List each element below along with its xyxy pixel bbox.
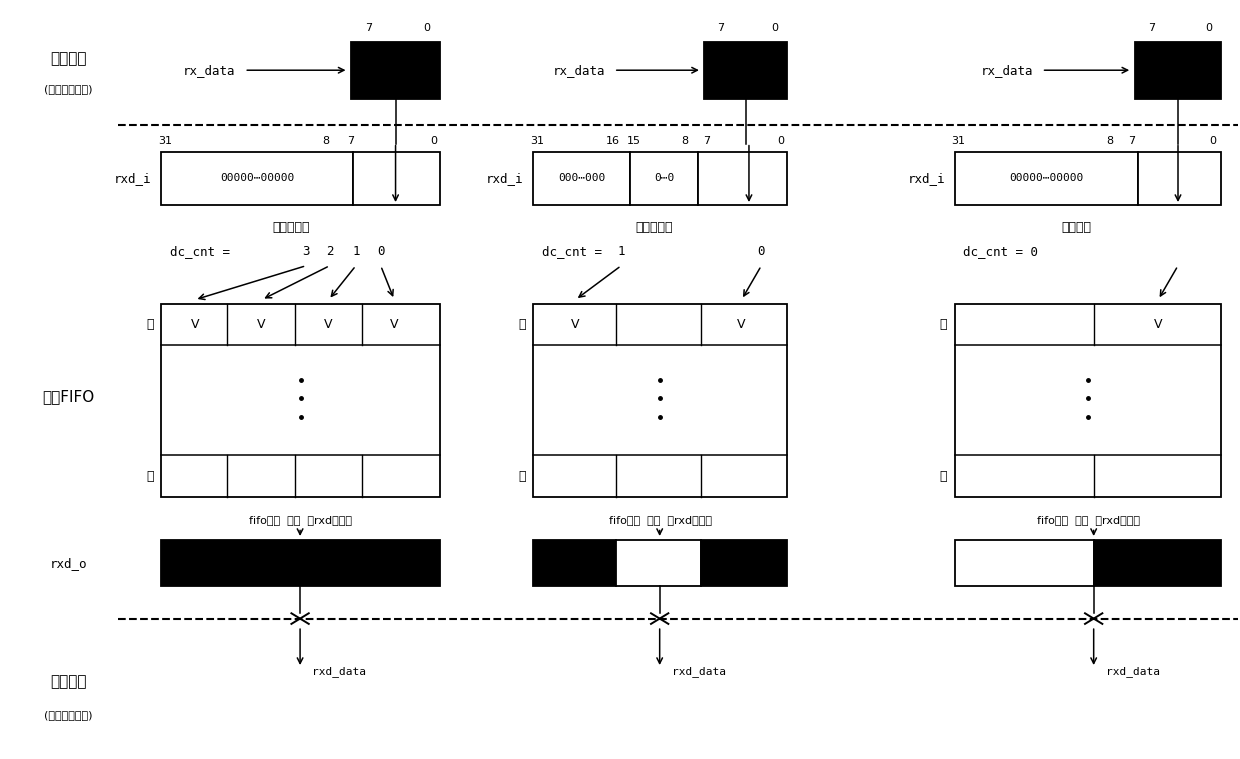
Text: rxd_data: rxd_data: [1106, 666, 1161, 677]
Bar: [1138, 152, 1221, 205]
Text: 0: 0: [771, 23, 779, 33]
Text: dc_cnt =: dc_cnt =: [170, 245, 237, 259]
Text: V: V: [258, 318, 265, 331]
Text: 31: 31: [529, 136, 544, 146]
Bar: [1135, 42, 1221, 99]
Text: 0: 0: [777, 136, 785, 146]
Bar: [698, 152, 787, 205]
Text: 8: 8: [681, 136, 688, 146]
Bar: [955, 540, 1094, 586]
Text: 主机接口: 主机接口: [50, 674, 87, 689]
Text: fifo非空  用户  读rxd寄存器: fifo非空 用户 读rxd寄存器: [609, 515, 712, 525]
Text: rxd_o: rxd_o: [50, 556, 87, 570]
Text: 2: 2: [326, 245, 334, 259]
Text: V: V: [738, 318, 745, 331]
Bar: [161, 304, 440, 497]
Text: 0: 0: [1209, 136, 1216, 146]
Text: 按字节封齐: 按字节封齐: [273, 221, 310, 235]
Text: rxd_data: rxd_data: [672, 666, 727, 677]
Text: (数据串行输入): (数据串行输入): [43, 84, 93, 94]
Bar: [701, 540, 787, 586]
Text: 31: 31: [157, 136, 172, 146]
Text: (数据并行读出): (数据并行读出): [43, 710, 93, 720]
Text: 7: 7: [703, 136, 711, 146]
Text: rxd_i: rxd_i: [486, 172, 523, 185]
Text: 0: 0: [430, 136, 438, 146]
Bar: [533, 540, 616, 586]
Text: V: V: [191, 318, 198, 331]
Text: 外设接口: 外设接口: [50, 52, 87, 66]
Text: 00000⋯00000: 00000⋯00000: [1009, 173, 1084, 184]
Bar: [1094, 540, 1221, 586]
Text: 7: 7: [1128, 136, 1136, 146]
Text: 尾: 尾: [940, 318, 947, 331]
Bar: [630, 152, 698, 205]
Text: dc_cnt =: dc_cnt =: [542, 245, 609, 259]
Text: 0: 0: [423, 23, 430, 33]
Text: 00000⋯00000: 00000⋯00000: [221, 173, 294, 184]
Text: rx_data: rx_data: [553, 64, 605, 77]
Text: 7: 7: [366, 23, 372, 33]
Text: 0: 0: [377, 245, 384, 259]
Text: 8: 8: [1106, 136, 1114, 146]
Text: dc_cnt = 0: dc_cnt = 0: [963, 245, 1038, 259]
Text: 尾: 尾: [146, 318, 154, 331]
Bar: [616, 540, 701, 586]
Text: 尾: 尾: [518, 318, 526, 331]
Text: fifo非空  用户  读rxd寄存器: fifo非空 用户 读rxd寄存器: [249, 515, 352, 525]
Text: 头: 头: [518, 470, 526, 483]
Bar: [161, 152, 353, 205]
Text: 000⋯000: 000⋯000: [558, 173, 605, 184]
Text: 7: 7: [718, 23, 724, 33]
Bar: [955, 152, 1138, 205]
Text: 7: 7: [347, 136, 355, 146]
Text: V: V: [1154, 318, 1162, 331]
Text: 15: 15: [626, 136, 641, 146]
Text: 0: 0: [758, 245, 765, 259]
Bar: [533, 152, 630, 205]
Text: 0⋯0: 0⋯0: [653, 173, 675, 184]
Text: fifo非空  用户  读rxd寄存器: fifo非空 用户 读rxd寄存器: [1037, 515, 1140, 525]
Text: 31: 31: [951, 136, 966, 146]
Text: rx_data: rx_data: [184, 64, 236, 77]
Text: rxd_i: rxd_i: [908, 172, 945, 185]
Bar: [351, 42, 440, 99]
Bar: [704, 42, 787, 99]
Bar: [533, 304, 787, 497]
Text: V: V: [391, 318, 398, 331]
Text: 8: 8: [322, 136, 330, 146]
Text: rxd_data: rxd_data: [312, 666, 367, 677]
Bar: [955, 304, 1221, 497]
Text: 头: 头: [146, 470, 154, 483]
Text: 头: 头: [940, 470, 947, 483]
Text: 0: 0: [1205, 23, 1211, 33]
Text: rx_data: rx_data: [981, 64, 1033, 77]
Text: 1: 1: [618, 245, 625, 259]
Text: 接收FIFO: 接收FIFO: [42, 389, 94, 404]
Text: 3: 3: [303, 245, 310, 259]
Text: rxd_i: rxd_i: [114, 172, 151, 185]
Text: 按字封齐: 按字封齐: [1061, 221, 1091, 235]
Text: 16: 16: [605, 136, 620, 146]
Text: 按半字封齐: 按半字封齐: [635, 221, 672, 235]
Text: V: V: [325, 318, 332, 331]
Bar: [161, 540, 440, 586]
Text: 1: 1: [352, 245, 360, 259]
Text: V: V: [572, 318, 579, 331]
Text: 7: 7: [1148, 23, 1156, 33]
Bar: [353, 152, 440, 205]
